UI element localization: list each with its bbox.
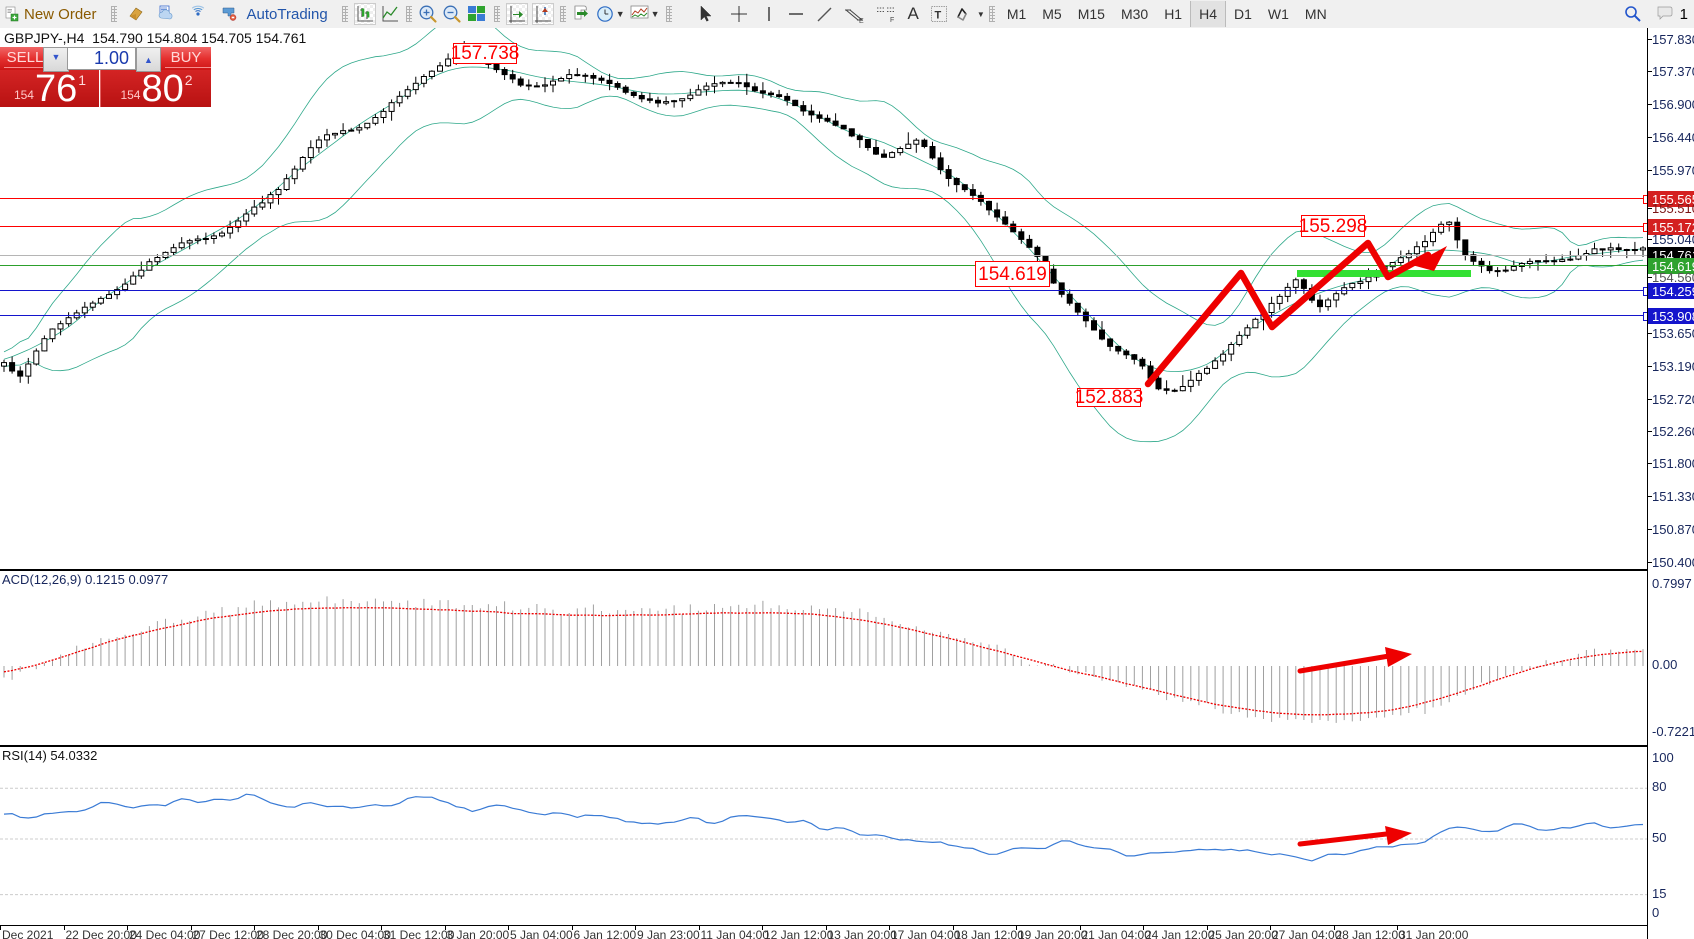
svg-text:T: T [934,10,941,22]
svg-text:F: F [890,17,894,23]
svg-text:E: E [859,18,864,23]
